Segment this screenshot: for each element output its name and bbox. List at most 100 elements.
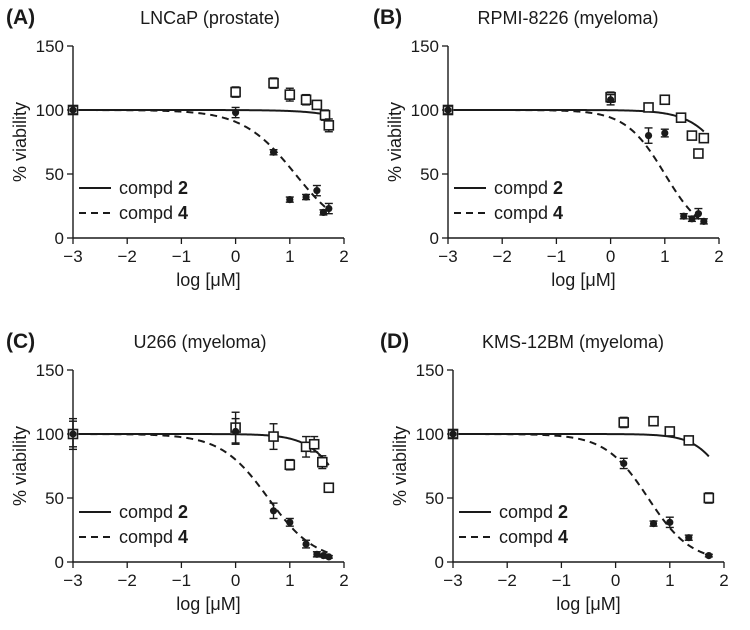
- legend-compound-number: 2: [558, 502, 568, 522]
- y-tick-label: 150: [36, 361, 64, 380]
- legend-text: compd: [494, 178, 553, 198]
- y-tick-label: 50: [45, 165, 64, 184]
- x-tick-label: 2: [339, 571, 348, 590]
- data-point-circle: [644, 132, 653, 140]
- data-point-circle: [286, 196, 294, 204]
- series-compd-2: [67, 77, 335, 133]
- chart-panel-4: (D) KMS-12BM (myeloma) −3 −2 −1 0 1 2 0 50 100 150 l…: [380, 330, 729, 614]
- legend-text: compd: [499, 527, 558, 547]
- data-point-circle: [325, 553, 333, 561]
- fit-curve-compd-4: [458, 433, 710, 556]
- y-tick-label: 50: [45, 489, 64, 508]
- y-axis-label: % viability: [10, 102, 30, 182]
- y-axis-label: % viability: [10, 426, 30, 506]
- legend-label: compd 4: [499, 527, 568, 547]
- data-point-square: [268, 431, 279, 442]
- data-point-circle: [69, 106, 77, 114]
- data-point-circle: [232, 108, 240, 117]
- legend-label: compd 2: [119, 502, 188, 522]
- legend-label: compd 2: [499, 502, 568, 522]
- chart-panel-3: (C) U266 (myeloma) −3 −2 −1 0 1 2 0 50 100 150 log […: [6, 330, 349, 614]
- legend-text: compd: [119, 502, 178, 522]
- y-tick-label: 150: [36, 37, 64, 56]
- x-tick-label: −1: [172, 571, 191, 590]
- data-point-circle: [69, 430, 77, 438]
- x-axis-label: log [μM]: [551, 270, 615, 290]
- y-tick-label: 0: [430, 229, 439, 248]
- data-point-circle: [685, 534, 693, 542]
- x-tick-label: 2: [714, 247, 723, 266]
- data-point-square: [686, 130, 698, 141]
- x-tick-label: −2: [118, 247, 137, 266]
- data-point-square: [618, 417, 630, 428]
- legend-label: compd 4: [119, 527, 188, 547]
- y-tick-label: 150: [411, 37, 439, 56]
- data-point-circle: [449, 430, 457, 438]
- x-tick-label: −3: [438, 247, 457, 266]
- x-tick-label: 0: [611, 571, 620, 590]
- chart-panel-1: (A) LNCaP (prostate) −3 −2 −1 0 1 2 0 50 100 150 log…: [6, 6, 349, 290]
- y-tick-label: 100: [36, 425, 64, 444]
- fit-curve-compd-4: [453, 109, 705, 224]
- x-axis-label: log [μM]: [556, 594, 620, 614]
- data-point-circle: [680, 212, 688, 220]
- data-point-circle: [694, 210, 703, 218]
- data-point-circle: [325, 204, 333, 213]
- x-tick-label: −1: [172, 247, 191, 266]
- data-point-square: [683, 435, 695, 446]
- data-point-circle: [313, 550, 321, 558]
- data-point-circle: [700, 217, 708, 225]
- series-compd-4: [69, 105, 333, 216]
- data-point-circle: [666, 518, 674, 526]
- x-tick-label: −1: [552, 571, 571, 590]
- legend-text: compd: [119, 178, 178, 198]
- data-point-square: [311, 99, 323, 111]
- data-point-square: [323, 482, 335, 494]
- fit-curve-compd-2: [458, 433, 710, 458]
- series-compd-4: [444, 93, 708, 225]
- legend-text: compd: [119, 203, 178, 223]
- panel-label: (A): [6, 6, 35, 29]
- data-point-square: [693, 148, 704, 159]
- legend-compound-number: 4: [178, 203, 188, 223]
- x-tick-label: −3: [443, 571, 462, 590]
- x-tick-label: −2: [498, 571, 517, 590]
- x-tick-label: −3: [63, 571, 82, 590]
- series-compd-4: [449, 429, 713, 560]
- x-axis-label: log [μM]: [176, 270, 240, 290]
- data-point-circle: [444, 106, 452, 114]
- legend-label: compd 4: [119, 203, 188, 223]
- y-tick-label: 150: [416, 361, 444, 380]
- data-point-circle: [649, 520, 658, 528]
- y-axis-label: % viability: [390, 426, 410, 506]
- series-compd-4: [69, 417, 333, 561]
- x-tick-label: 1: [665, 571, 674, 590]
- x-tick-label: −2: [118, 571, 137, 590]
- x-tick-label: 0: [606, 247, 615, 266]
- chart-title: KMS-12BM (myeloma): [482, 332, 664, 352]
- data-point-square: [323, 120, 335, 131]
- panel-label: (B): [373, 6, 402, 29]
- data-point-circle: [620, 459, 628, 468]
- data-point-circle: [705, 552, 713, 560]
- data-point-square: [675, 112, 687, 123]
- legend-text: compd: [499, 502, 558, 522]
- legend-compound-number: 4: [558, 527, 568, 547]
- data-point-circle: [286, 518, 294, 526]
- data-point-square: [300, 94, 312, 106]
- data-point-circle: [302, 540, 310, 548]
- panel-label: (D): [380, 330, 409, 353]
- data-point-circle: [269, 507, 278, 515]
- data-point-circle: [232, 427, 240, 436]
- x-tick-label: 1: [285, 571, 294, 590]
- data-point-circle: [302, 193, 310, 201]
- x-tick-label: 1: [660, 247, 669, 266]
- data-point-circle: [319, 552, 328, 560]
- data-point-circle: [269, 148, 278, 156]
- x-tick-label: 0: [231, 247, 240, 266]
- x-axis-label: log [μM]: [176, 594, 240, 614]
- fit-curve-compd-4: [78, 109, 330, 212]
